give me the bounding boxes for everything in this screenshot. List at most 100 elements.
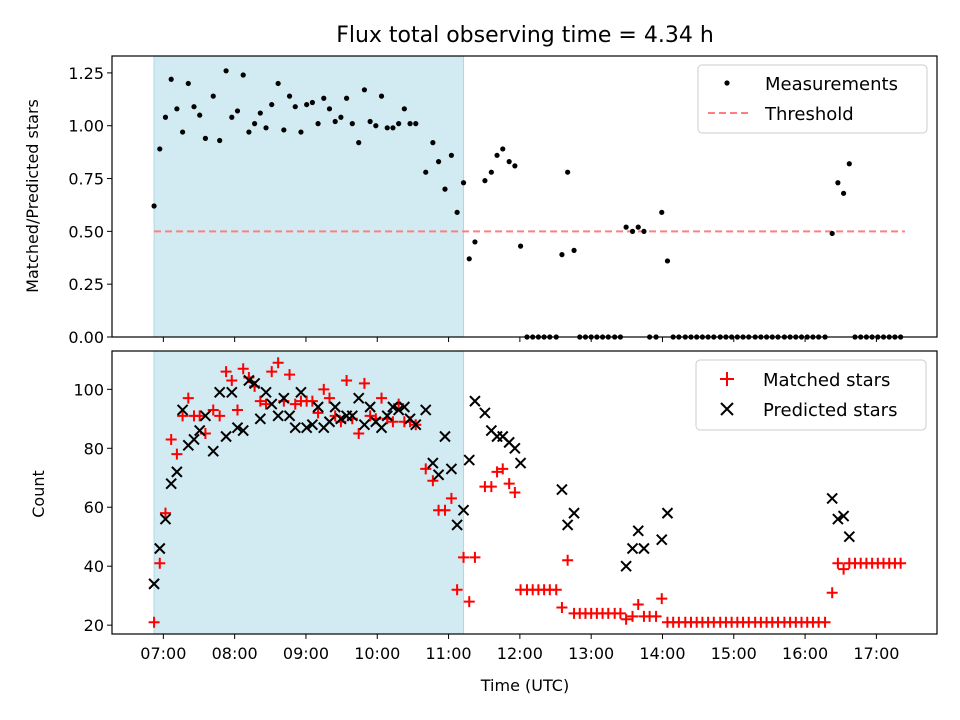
- data-point-matched: [284, 369, 296, 381]
- data-point-predicted: [159, 513, 172, 525]
- measurement-points: [151, 68, 904, 340]
- data-point-measurement: [275, 80, 281, 87]
- data-point-matched: [306, 395, 318, 407]
- y-tick-label: 100: [73, 380, 104, 399]
- data-point-predicted: [295, 386, 307, 398]
- data-point-measurement: [281, 127, 287, 133]
- data-point-measurement: [349, 121, 355, 127]
- data-point-predicted: [479, 407, 491, 419]
- y-tick-label: 20: [84, 616, 104, 635]
- data-point-predicted: [661, 507, 674, 519]
- data-point-predicted: [439, 430, 451, 443]
- data-point-matched: [503, 478, 515, 490]
- data-point-predicted: [266, 398, 278, 410]
- data-point-predicted: [445, 463, 458, 475]
- data-point-measurement: [384, 125, 390, 131]
- data-point-measurement: [829, 230, 835, 237]
- data-point-measurement: [835, 180, 841, 186]
- bottom-legend-box: [695, 359, 927, 431]
- legend-label-threshold: Threshold: [764, 104, 854, 125]
- data-point-measurement: [157, 146, 163, 152]
- data-point-measurement: [309, 99, 315, 106]
- data-point-measurement: [162, 114, 169, 120]
- data-point-measurement: [174, 106, 180, 112]
- data-point-measurement: [246, 129, 252, 135]
- data-point-measurement: [664, 258, 671, 264]
- data-point-measurement: [217, 137, 223, 144]
- data-point-matched: [451, 584, 463, 596]
- data-point-matched: [458, 551, 470, 563]
- x-tick-label: 08:00: [212, 644, 258, 663]
- data-point-measurement: [494, 152, 500, 158]
- data-point-matched: [177, 410, 189, 422]
- x-tick-label: 10:00: [354, 644, 400, 663]
- data-point-predicted: [457, 504, 470, 516]
- data-point-matched: [364, 410, 376, 422]
- data-point-measurement: [435, 159, 442, 165]
- data-point-measurement: [252, 121, 258, 127]
- data-point-measurement: [332, 118, 338, 125]
- data-point-predicted: [375, 421, 388, 434]
- data-point-matched: [497, 463, 509, 475]
- x-tick-label: 15:00: [711, 644, 757, 663]
- data-point-measurement: [361, 87, 368, 93]
- top-shaded-span: [153, 55, 465, 338]
- x-tick-label: 11:00: [426, 644, 472, 663]
- data-point-measurement: [571, 247, 577, 253]
- data-point-matched: [214, 410, 226, 422]
- y-tick-label: 0.00: [68, 328, 104, 347]
- data-point-measurement: [390, 125, 396, 131]
- data-point-measurement: [641, 228, 647, 234]
- data-point-matched: [620, 613, 632, 625]
- data-point-predicted: [626, 542, 639, 555]
- data-point-matched: [207, 404, 219, 416]
- legend-label-matched: Matched stars: [763, 370, 890, 391]
- data-point-matched: [895, 557, 907, 569]
- data-point-predicted: [248, 377, 261, 390]
- data-point-measurement: [840, 190, 847, 196]
- legend-marker-matched: [720, 372, 734, 386]
- data-point-measurement: [240, 72, 246, 78]
- y-tick-label: 40: [84, 557, 104, 576]
- top-y-axis-label: Matched/Predicted stars: [23, 99, 42, 293]
- legend-marker-predicted: [720, 402, 734, 416]
- data-point-measurement: [635, 224, 641, 230]
- data-point-measurement: [292, 104, 298, 110]
- legend-marker-measurements: [724, 80, 730, 86]
- data-point-measurement: [191, 104, 197, 110]
- data-point-measurement: [210, 93, 216, 99]
- data-point-matched: [289, 398, 301, 410]
- data-point-predicted: [556, 483, 568, 496]
- data-point-predicted: [226, 386, 238, 398]
- data-point-measurement: [466, 256, 472, 262]
- data-point-predicted: [278, 392, 290, 404]
- data-point-predicted: [632, 525, 644, 537]
- data-point-measurement: [257, 110, 263, 116]
- data-point-matched: [376, 392, 388, 404]
- bottom-plot-frame: [111, 350, 938, 635]
- data-point-measurement: [234, 108, 241, 114]
- data-point-matched: [194, 410, 206, 422]
- data-point-measurement: [168, 76, 174, 82]
- data-point-measurement: [407, 121, 413, 127]
- data-point-measurement: [430, 140, 436, 146]
- data-point-measurement: [263, 125, 269, 131]
- bottom-x-axis: 07:00 08:00 09:00 10:00 11:00 12:00 13:00 14:00…: [140, 634, 899, 663]
- data-point-predicted: [171, 466, 183, 478]
- data-point-predicted: [323, 416, 336, 428]
- data-point-predicted: [568, 507, 580, 519]
- data-point-measurement: [413, 121, 419, 127]
- data-point-matched: [509, 487, 521, 498]
- data-point-matched: [266, 366, 278, 378]
- data-point-measurement: [326, 106, 333, 112]
- data-point-measurement: [378, 93, 385, 99]
- data-point-predicted: [469, 395, 481, 407]
- data-point-measurement: [442, 186, 448, 192]
- data-point-measurement: [454, 209, 460, 215]
- data-point-matched: [159, 507, 171, 519]
- bottom-y-axis-label: Count: [29, 470, 48, 518]
- data-point-predicted: [148, 578, 160, 590]
- data-point-matched: [485, 481, 497, 493]
- data-point-matched: [171, 448, 183, 460]
